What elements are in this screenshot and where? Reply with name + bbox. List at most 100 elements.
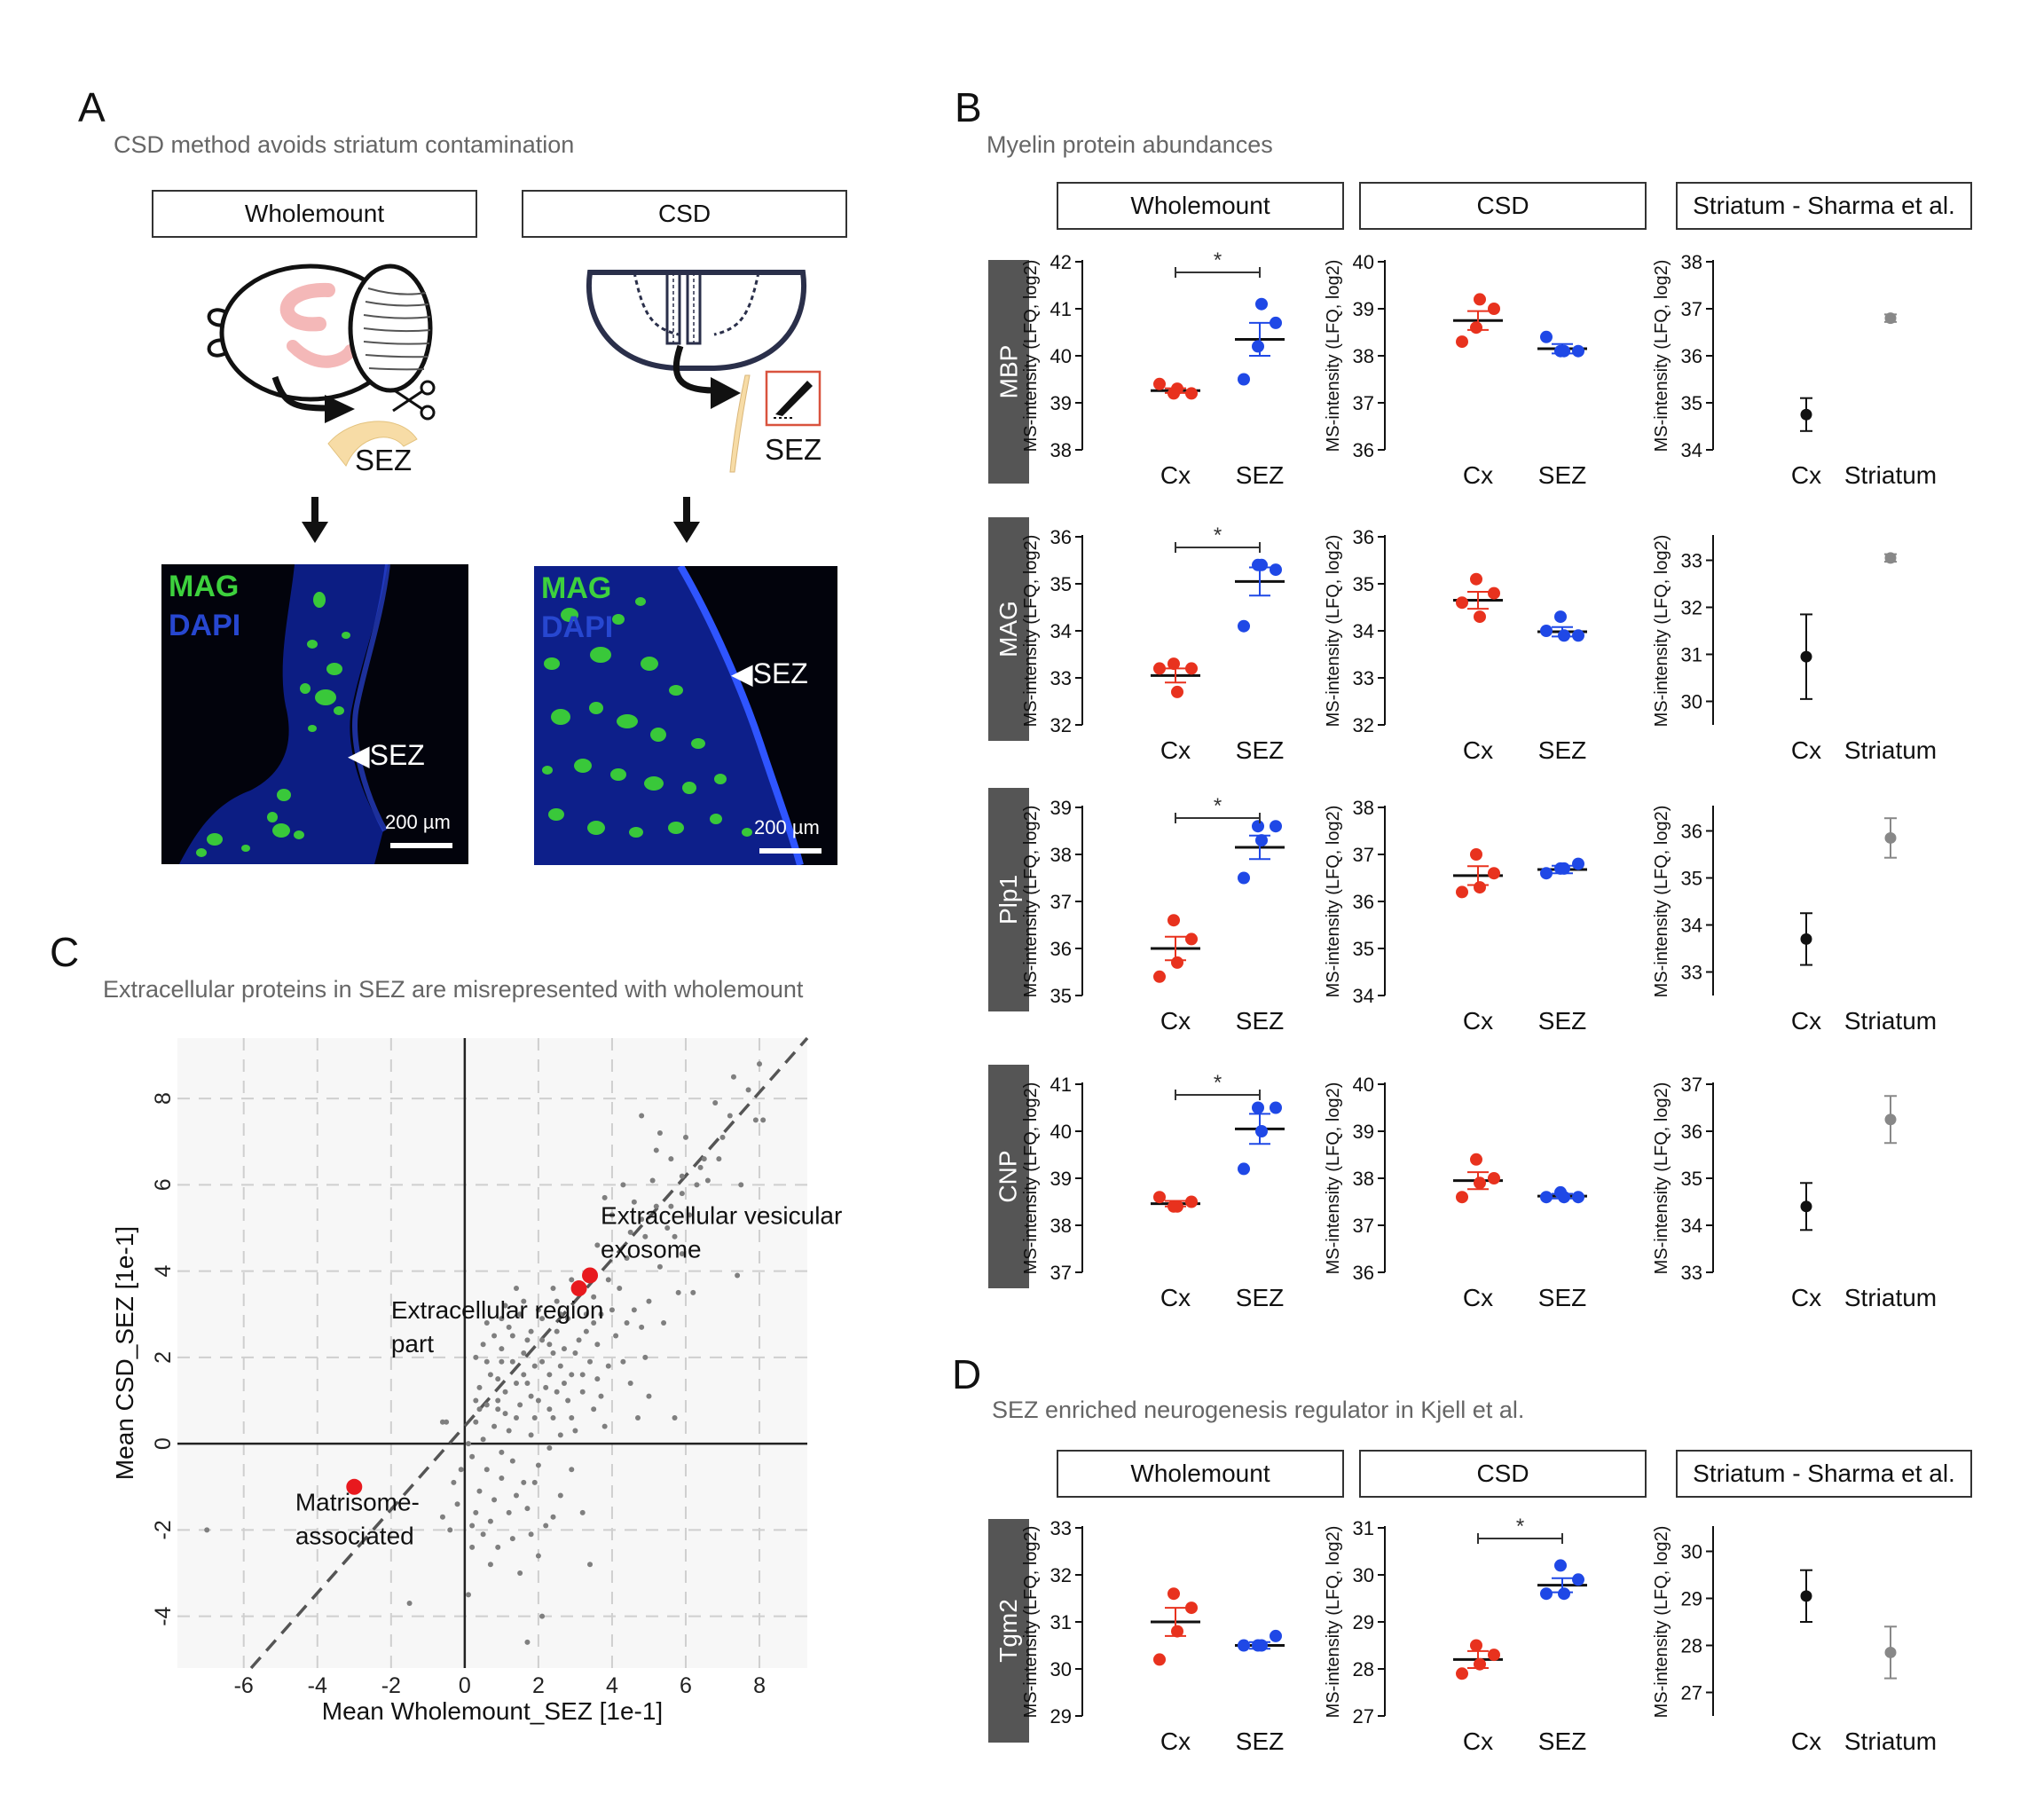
data-point xyxy=(557,1311,563,1318)
row-label-plp1: Plp1 xyxy=(988,788,1029,1011)
data-point xyxy=(642,1233,649,1239)
y-tick-label: 36 xyxy=(1353,439,1374,461)
cx-point xyxy=(1185,933,1198,946)
y-tick-label: 40 xyxy=(1050,345,1072,367)
y-tick-label: 33 xyxy=(1681,1262,1702,1284)
data-point xyxy=(513,1286,519,1292)
cx-point xyxy=(1171,382,1183,396)
x-tick-label: 0 xyxy=(459,1673,471,1698)
y-tick-label: 35 xyxy=(1681,1168,1702,1190)
data-point xyxy=(495,1397,501,1404)
significance-star: * xyxy=(1214,248,1222,272)
data-point xyxy=(613,1333,619,1339)
data-point xyxy=(712,1099,719,1106)
data-point xyxy=(502,1302,508,1309)
data-point xyxy=(760,1117,766,1123)
data-point xyxy=(473,1397,479,1404)
cx-point xyxy=(1488,586,1500,600)
data-point xyxy=(531,1479,538,1485)
data-point xyxy=(531,1363,538,1369)
striatum-ref-point xyxy=(1884,552,1897,564)
data-point xyxy=(473,1509,479,1515)
category-label: Cx xyxy=(1463,736,1493,764)
data-point xyxy=(543,1384,549,1390)
arrow-down-icon xyxy=(302,497,328,543)
data-point xyxy=(605,1277,611,1283)
y-tick-label: 33 xyxy=(1353,667,1374,689)
sez-point xyxy=(1255,558,1268,571)
sez-tissue-wholemount xyxy=(327,421,418,467)
data-point xyxy=(499,1316,505,1322)
data-point xyxy=(539,1613,546,1619)
data-point xyxy=(550,1514,556,1520)
y-tick-label: 36 xyxy=(1050,938,1072,960)
y-tick-label: 28 xyxy=(1353,1658,1374,1680)
sez-point xyxy=(1572,1573,1584,1586)
x-axis-label: Mean Wholemount_SEZ [1e-1] xyxy=(322,1697,663,1725)
panel-d-col-striatum: Striatum - Sharma et al. xyxy=(1676,1450,1972,1498)
data-point xyxy=(639,1324,645,1330)
data-point xyxy=(543,1523,549,1529)
category-label: SEZ xyxy=(1236,1007,1284,1035)
data-point xyxy=(557,1492,563,1499)
cx-ref-point xyxy=(1800,1590,1812,1602)
sez-point xyxy=(1558,629,1570,642)
y-axis-label: MS-intensity (LFQ, log2) xyxy=(1652,806,1671,998)
y-tick-label: 38 xyxy=(1353,1168,1374,1190)
y-axis-label: MS-intensity (LFQ, log2) xyxy=(1324,535,1343,728)
data-point xyxy=(594,1342,601,1348)
y-tick-label: 32 xyxy=(1050,714,1072,736)
significance-star: * xyxy=(1214,794,1222,818)
data-point xyxy=(451,1479,457,1485)
data-point xyxy=(528,1531,534,1538)
sez-arrow-label: ◀SEZ xyxy=(731,657,808,689)
data-point xyxy=(565,1316,571,1322)
y-tick-label: 40 xyxy=(1353,1074,1374,1096)
data-point xyxy=(539,1358,546,1365)
data-point xyxy=(656,1263,663,1270)
sez-point xyxy=(1238,1162,1250,1176)
y-tick-label: 36 xyxy=(1681,1121,1702,1143)
category-label: Cx xyxy=(1160,1284,1191,1311)
sez-point xyxy=(1558,344,1570,358)
data-point xyxy=(473,1419,479,1425)
dapi-stain-label: DAPI xyxy=(541,610,614,644)
cx-point xyxy=(1456,1667,1468,1680)
identity-line xyxy=(249,1036,809,1670)
data-point xyxy=(509,1536,515,1542)
sez-point xyxy=(1572,857,1584,870)
y-axis-label: MS-intensity (LFQ, log2) xyxy=(1021,260,1041,452)
y-tick-label: 38 xyxy=(1681,251,1702,273)
data-point xyxy=(752,1117,759,1123)
y-axis-label: MS-intensity (LFQ, log2) xyxy=(1324,1082,1343,1275)
data-point xyxy=(679,1191,685,1197)
cx-point xyxy=(1470,1639,1482,1652)
micrograph-csd: MAG DAPI ◀SEZ 200 µm xyxy=(534,566,837,865)
data-point xyxy=(569,1277,575,1283)
data-point xyxy=(572,1428,578,1434)
data-point xyxy=(499,1358,505,1365)
data-point xyxy=(466,1441,472,1447)
mag-stain-label: MAG xyxy=(541,571,612,605)
category-label: SEZ xyxy=(1538,1284,1586,1311)
y-tick-label: 0 xyxy=(151,1437,176,1450)
data-point xyxy=(502,1389,508,1395)
panel-c-letter: C xyxy=(50,929,80,975)
y-tick-label: 27 xyxy=(1681,1682,1702,1704)
cx-point xyxy=(1456,1191,1468,1204)
data-point xyxy=(569,1414,575,1420)
data-point xyxy=(531,1414,538,1420)
panel-a-letter: A xyxy=(78,84,106,130)
sez-point xyxy=(1270,563,1282,577)
data-point xyxy=(730,1074,736,1080)
cx-point xyxy=(1474,881,1486,894)
data-point xyxy=(694,1182,700,1188)
cx-point xyxy=(1456,596,1468,610)
highlight-point xyxy=(346,1478,363,1495)
y-axis-label: MS-intensity (LFQ, log2) xyxy=(1652,1082,1671,1275)
y-tick-label: 40 xyxy=(1050,1121,1072,1143)
cx-ref-point xyxy=(1800,650,1812,663)
cx-ref-point xyxy=(1800,408,1812,421)
data-point xyxy=(546,1372,553,1378)
cx-point xyxy=(1470,572,1482,586)
